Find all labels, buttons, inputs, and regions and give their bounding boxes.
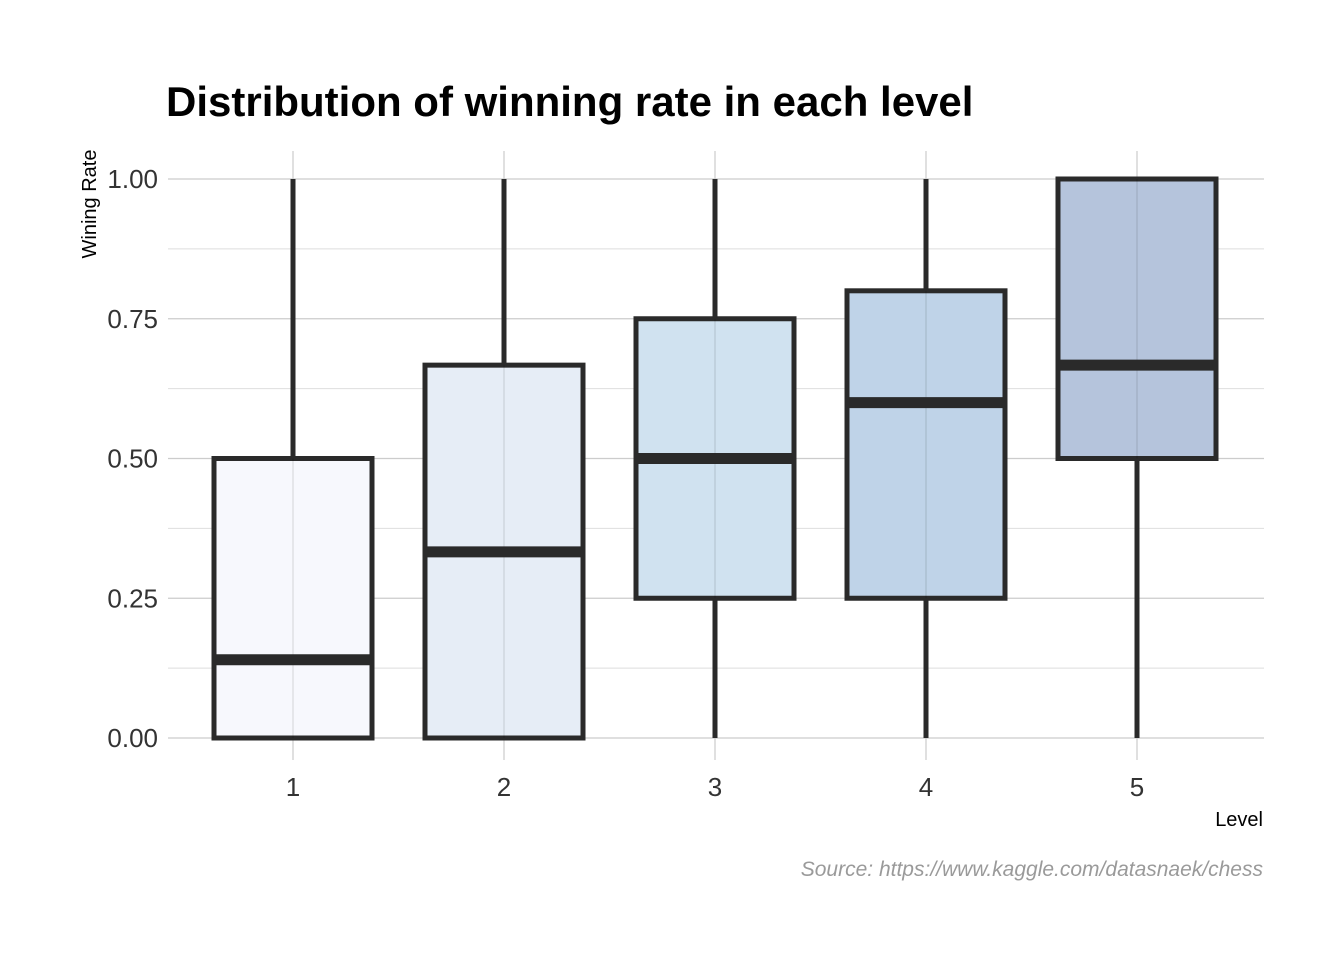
source-caption: Source: https://www.kaggle.com/datasnaek…: [801, 858, 1264, 881]
chart-title: Distribution of winning rate in each lev…: [166, 78, 973, 125]
box-iqr: [844, 288, 1008, 601]
y-tick-label: 0.75: [107, 304, 158, 334]
x-tick-label: 3: [708, 772, 722, 802]
box-level-4: [844, 179, 1008, 738]
y-axis-title: Wining Rate: [79, 150, 101, 259]
box-level-3: [633, 179, 797, 738]
box-iqr: [1055, 176, 1219, 461]
x-tick-label: 5: [1130, 772, 1144, 802]
box-iqr: [211, 456, 375, 741]
x-axis-ticks: 1 2 3 4 5: [286, 772, 1144, 802]
x-tick-label: 1: [286, 772, 300, 802]
y-axis-ticks: 0.00 0.25 0.50 0.75 1.00: [107, 164, 158, 753]
box-level-1: [211, 179, 375, 741]
y-tick-label: 0.00: [107, 723, 158, 753]
x-axis-title: Level: [1215, 809, 1263, 831]
y-tick-label: 1.00: [107, 164, 158, 194]
x-tick-label: 2: [497, 772, 511, 802]
box-level-2: [422, 179, 586, 741]
y-tick-label: 0.50: [107, 444, 158, 474]
x-tick-label: 4: [919, 772, 933, 802]
y-tick-label: 0.25: [107, 583, 158, 613]
boxes-layer: [211, 176, 1219, 741]
box-level-5: [1055, 176, 1219, 738]
